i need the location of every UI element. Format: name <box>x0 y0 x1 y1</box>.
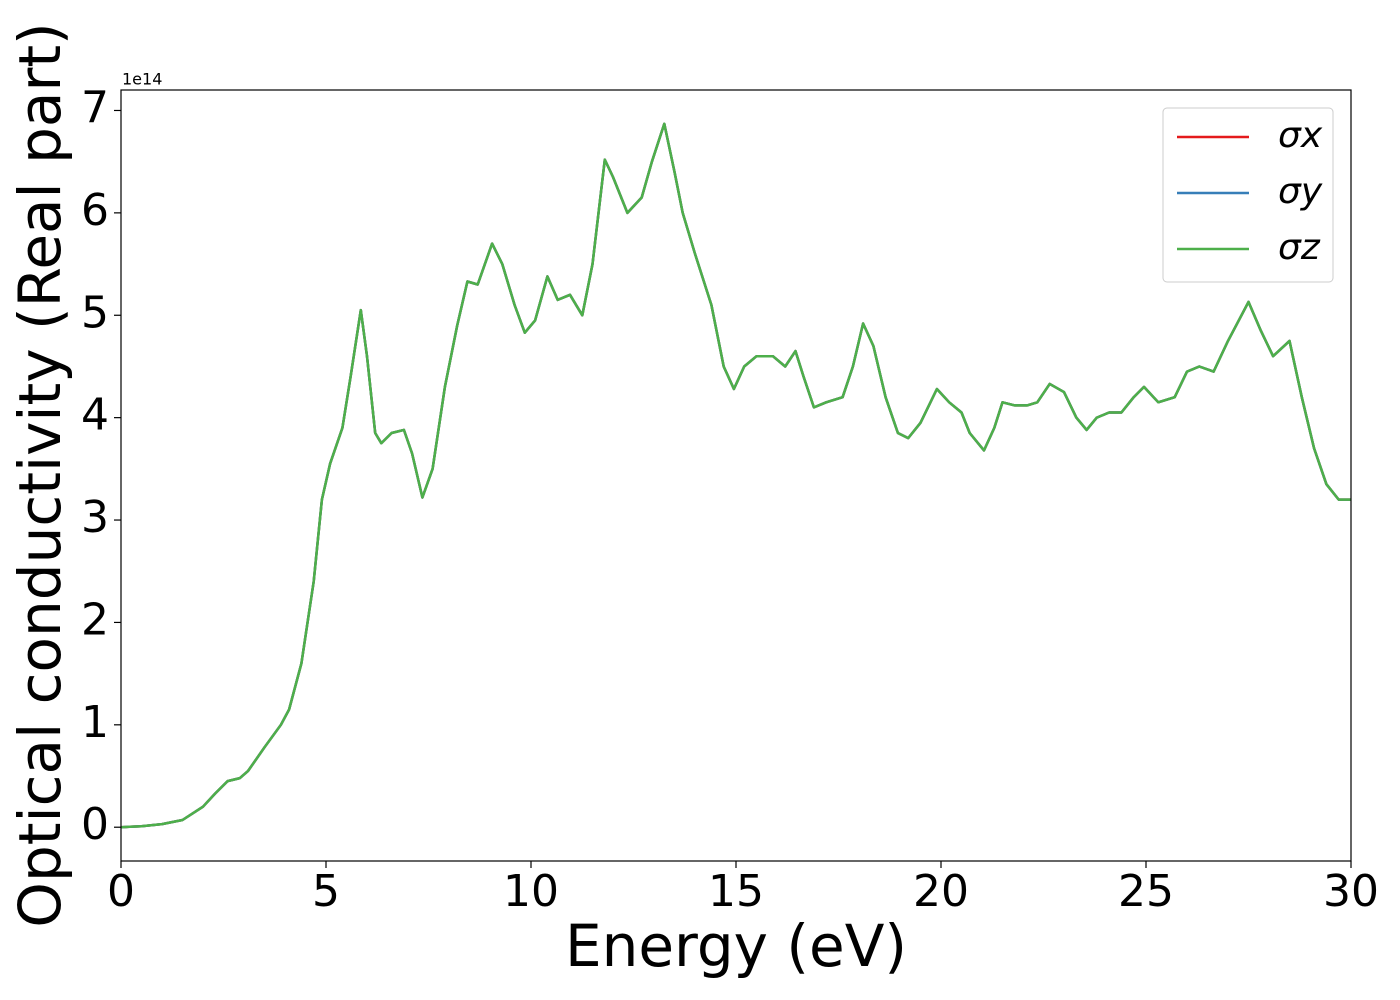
legend-label: σz <box>1278 227 1321 268</box>
y-tick-label: 4 <box>81 390 109 441</box>
y-axis-label: Optical conductivity (Real part) <box>6 22 74 927</box>
y-offset-label: 1e14 <box>122 70 162 89</box>
x-tick-label: 15 <box>708 866 764 917</box>
x-tick-label: 30 <box>1323 866 1379 917</box>
x-tick-label: 25 <box>1118 866 1174 917</box>
legend-label: σx <box>1278 115 1323 156</box>
y-tick-label: 7 <box>81 82 109 133</box>
y-tick-label: 0 <box>81 799 109 850</box>
series-line <box>120 122 1351 829</box>
y-tick-label: 5 <box>81 287 109 338</box>
y-tick-label: 6 <box>81 185 109 236</box>
x-tick-label: 20 <box>913 866 969 917</box>
legend-box <box>1162 107 1334 283</box>
legend-label: σy <box>1278 171 1323 212</box>
x-tick-label: 5 <box>312 866 340 917</box>
y-tick-label: 1 <box>81 697 109 748</box>
y-tick-label: 3 <box>81 492 109 543</box>
y-tick-label: 2 <box>81 594 109 645</box>
plot-frame <box>120 89 1352 862</box>
x-axis-label: Energy (eV) <box>565 912 907 980</box>
x-tick-label: 0 <box>107 866 135 917</box>
x-tick-label: 10 <box>503 866 559 917</box>
